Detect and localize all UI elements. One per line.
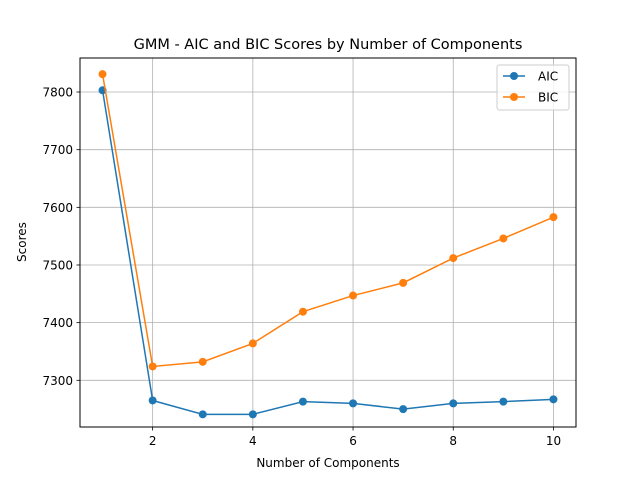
x-tick-label: 6 (349, 434, 357, 448)
y-axis-label: Scores (15, 222, 29, 262)
legend-marker-bic (510, 93, 518, 101)
data-point-bic (549, 213, 558, 222)
y-tick-label: 7800 (42, 86, 73, 100)
data-point-aic (198, 410, 207, 419)
series-line-bic (101, 74, 554, 368)
data-point-aic (148, 396, 157, 405)
legend-marker-aic (510, 72, 518, 80)
legend-label-bic: BIC (538, 91, 558, 105)
data-point-aic (248, 410, 257, 419)
y-tick-label: 7700 (42, 143, 73, 157)
x-tick-label: 4 (249, 434, 257, 448)
legend-label-aic: AIC (538, 70, 558, 84)
data-point-bic (248, 339, 257, 348)
data-point-aic (549, 395, 558, 404)
data-point-aic (349, 399, 358, 408)
data-point-bic (499, 234, 508, 243)
series-bic (98, 70, 558, 371)
data-point-bic (399, 278, 408, 287)
data-point-bic (349, 291, 358, 300)
axis-ticks: 2 4 6 8 10 7300 7400 7500 7600 7700 7800 (42, 86, 561, 448)
data-point-bic (98, 70, 107, 79)
chart-title: GMM - AIC and BIC Scores by Number of Co… (134, 37, 523, 53)
grid (80, 58, 576, 427)
x-axis-label: Number of Components (256, 456, 399, 470)
legend-box (496, 64, 570, 111)
series-line-aic (101, 90, 554, 416)
data-point-bic (198, 357, 207, 366)
legend: AIC BIC (496, 64, 570, 111)
x-tick-label: 10 (546, 434, 561, 448)
y-tick-label: 7500 (42, 258, 73, 272)
data-point-bic (449, 254, 458, 263)
data-point-aic (499, 397, 508, 406)
data-point-aic (298, 397, 307, 406)
series-aic (98, 86, 558, 419)
data-point-aic (399, 405, 408, 414)
y-tick-label: 7600 (42, 201, 73, 215)
x-tick-label: 8 (449, 434, 457, 448)
data-point-aic (449, 399, 458, 408)
data-point-bic (298, 307, 307, 316)
y-tick-label: 7400 (42, 316, 73, 330)
y-tick-label: 7300 (42, 374, 73, 388)
plot-frame (79, 57, 577, 428)
x-tick-label: 2 (149, 434, 157, 448)
data-point-bic (148, 362, 157, 371)
plot-series (98, 70, 558, 419)
